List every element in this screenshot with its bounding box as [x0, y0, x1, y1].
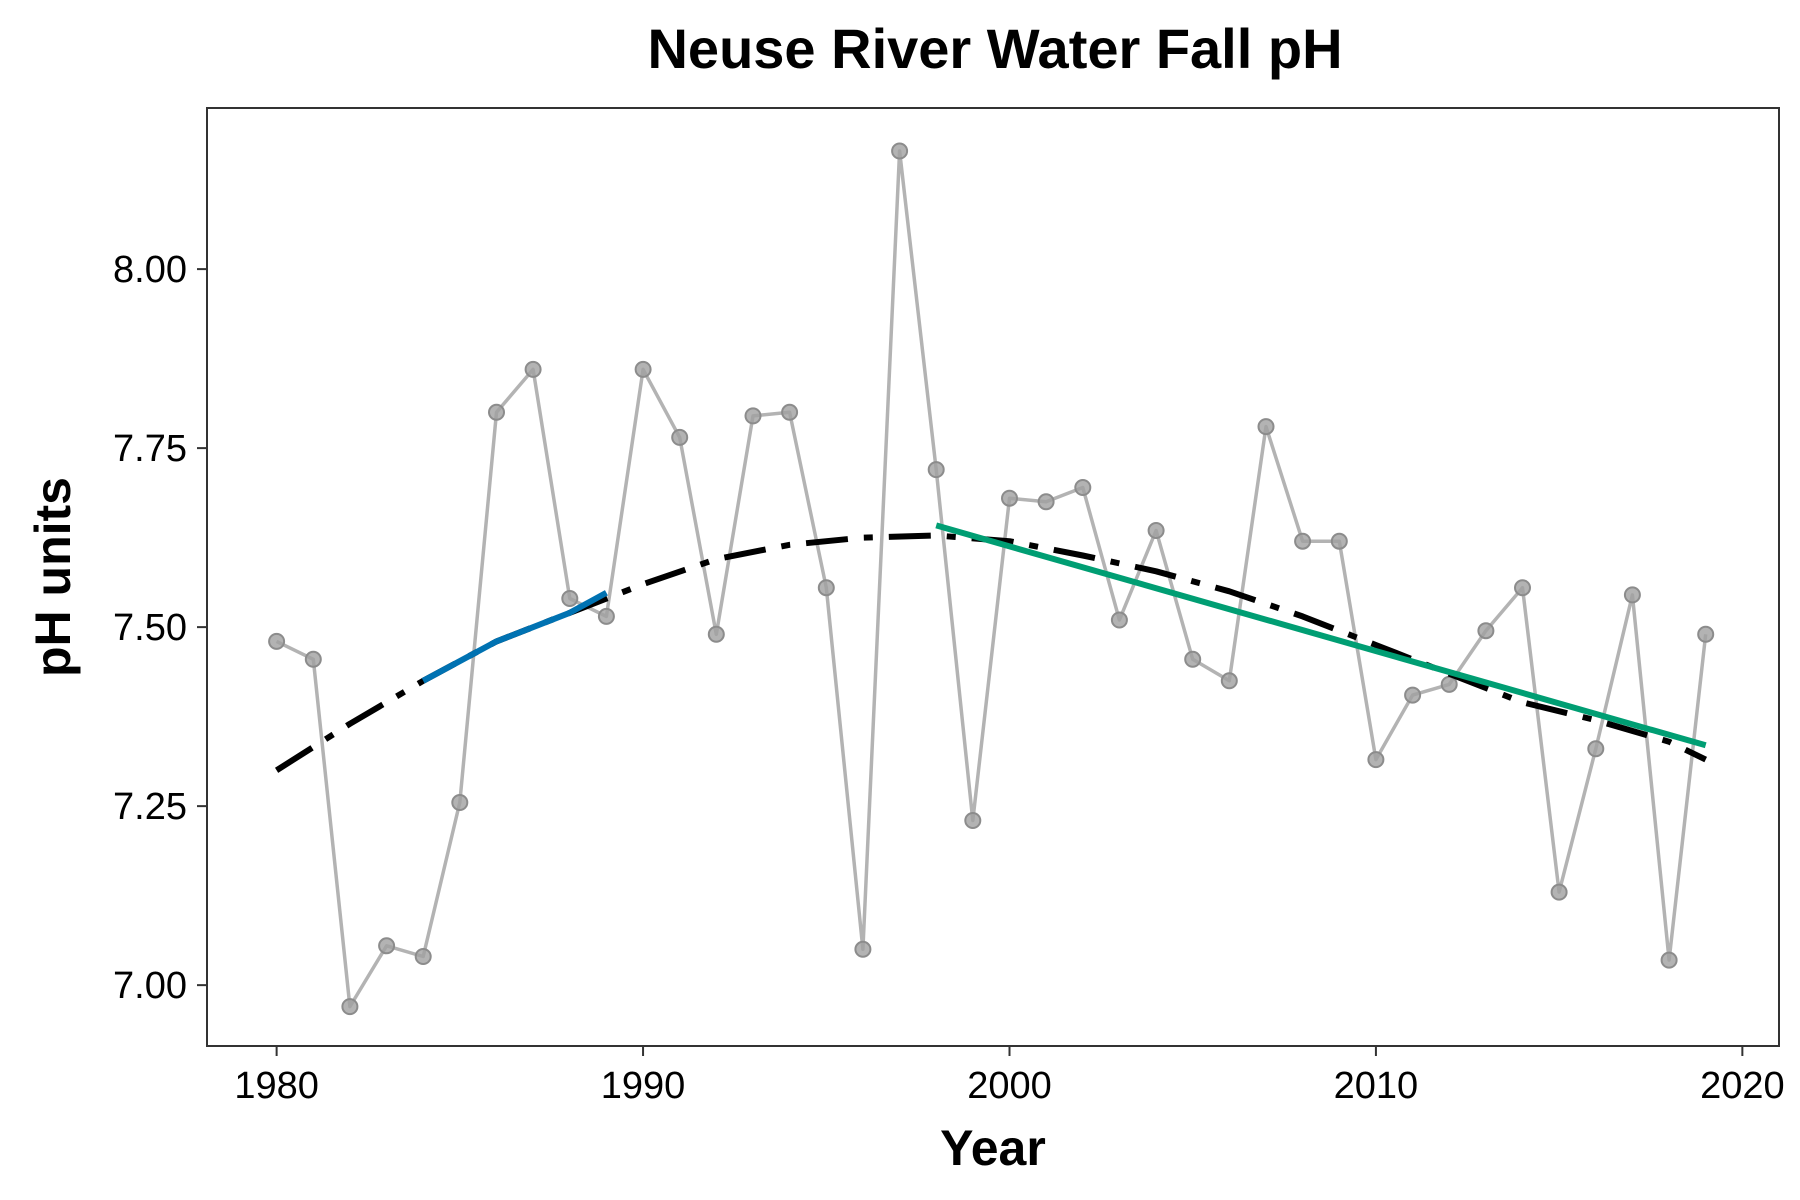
y-tick-label: 7.50 — [113, 607, 187, 649]
observed-point — [1697, 625, 1715, 643]
observed-point — [1514, 579, 1531, 597]
observed-point — [707, 625, 725, 643]
observed-point — [1477, 622, 1495, 640]
plot-area — [268, 142, 1715, 1016]
observed-point — [1074, 479, 1092, 496]
y-axis-title: pH units — [25, 477, 81, 677]
observed-point — [597, 607, 615, 625]
observed-point — [304, 650, 322, 668]
y-tick-label: 7.25 — [113, 786, 187, 828]
observed-point — [744, 407, 762, 425]
observed-point — [1404, 686, 1422, 704]
observed-point — [1294, 532, 1312, 550]
observed-point — [1330, 532, 1348, 550]
observed-point — [1623, 586, 1641, 604]
observed-point — [634, 360, 652, 378]
chart-title: Neuse River Water Fall pH — [647, 17, 1342, 80]
observed-series-line — [275, 149, 1708, 1009]
observed-point — [927, 461, 945, 479]
observed-point — [414, 948, 432, 965]
observed-point — [891, 142, 909, 160]
trend-segment-1 — [421, 590, 608, 684]
observed-point — [1110, 611, 1128, 629]
observed-point — [817, 579, 835, 597]
observed-point — [671, 428, 689, 446]
observed-point — [1001, 489, 1018, 507]
observed-point — [1037, 493, 1055, 511]
x-tick-label: 1990 — [601, 1065, 686, 1107]
y-tick-label: 7.00 — [113, 965, 187, 1007]
trend-segment-2 — [935, 522, 1707, 749]
observed-point — [488, 403, 505, 421]
observed-point — [378, 937, 396, 955]
observed-point — [854, 940, 872, 958]
observed-point — [1550, 883, 1568, 901]
x-tick-label: 1980 — [234, 1065, 319, 1107]
x-axis: 1980 1990 2000 2010 2020 — [234, 1046, 1785, 1107]
x-tick-label: 2000 — [967, 1065, 1052, 1107]
x-tick-label: 2020 — [1700, 1065, 1785, 1107]
observed-point — [524, 360, 542, 378]
observed-point — [1257, 418, 1275, 436]
observed-point — [451, 794, 469, 811]
observed-point — [1147, 522, 1165, 539]
x-tick-label: 2010 — [1334, 1065, 1419, 1107]
y-axis: 7.00 7.25 7.50 7.75 8.00 — [113, 249, 207, 1007]
observed-point — [964, 812, 982, 829]
observed-point — [561, 590, 579, 607]
plot-frame — [206, 107, 1780, 1047]
observed-point — [1587, 740, 1605, 758]
observed-point — [781, 403, 799, 421]
y-tick-label: 7.75 — [113, 428, 187, 470]
observed-point — [268, 632, 286, 650]
observed-point — [1367, 751, 1385, 769]
observed-point — [341, 998, 359, 1016]
observed-point — [1660, 951, 1678, 969]
observed-point — [1440, 675, 1458, 693]
observed-point — [1220, 672, 1238, 690]
observed-point — [1184, 650, 1202, 668]
y-tick-label: 8.00 — [113, 249, 187, 291]
x-axis-title: Year — [940, 1120, 1046, 1176]
